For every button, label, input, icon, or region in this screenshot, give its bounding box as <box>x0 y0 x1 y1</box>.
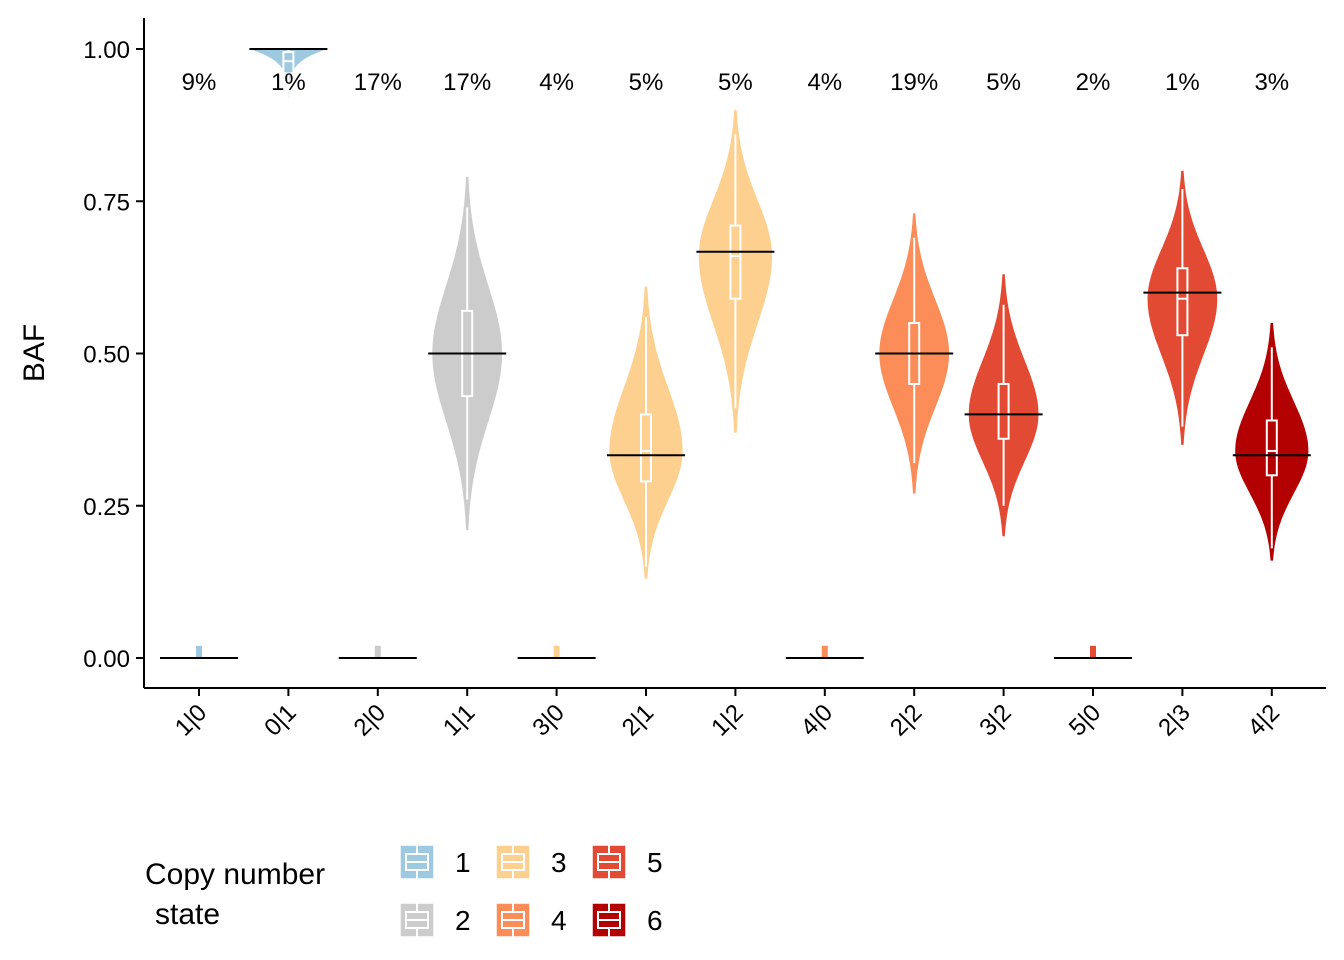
y-tick-labels: 0.00 0.25 0.50 0.75 1.00 <box>83 37 130 673</box>
x-tick-label: 2|1 <box>617 699 659 741</box>
violin-2-3 <box>1143 170 1222 445</box>
legend-title-line2: state <box>155 898 220 931</box>
legend-label: 3 <box>551 847 567 878</box>
violin-4-0 <box>785 645 864 659</box>
violin-2-0 <box>338 645 417 659</box>
violin-0-1 <box>249 48 328 123</box>
x-tick-labels: 1|0 0|1 2|0 1|1 3|0 2|1 1|2 4|0 2|2 3|2 5|0 2|3 4|2 <box>170 699 1285 741</box>
legend-key-1: 1 <box>399 844 471 880</box>
x-tick-label: 3|0 <box>527 699 569 741</box>
x-tick-label: 2|3 <box>1153 699 1195 741</box>
x-tick-label: 5|0 <box>1064 699 1106 741</box>
percentage-label: 5% <box>986 69 1021 96</box>
violin-5-0 <box>1054 645 1132 659</box>
legend-label: 2 <box>455 905 471 936</box>
legend-key-3: 3 <box>495 844 567 880</box>
boxplot-box <box>729 224 742 300</box>
x-tick-label: 1|1 <box>438 699 480 741</box>
boxplot-box <box>1265 419 1278 477</box>
violin-3-2 <box>964 274 1043 537</box>
percentage-label: 4% <box>539 69 574 96</box>
y-tick-label: 0.00 <box>83 646 130 673</box>
percentage-label: 1% <box>1165 69 1200 96</box>
boxplot-box <box>374 645 381 658</box>
legend-keys: 1 2 3 4 5 6 <box>399 844 663 938</box>
x-tick-label: 1|0 <box>170 699 212 741</box>
x-tick-label: 4|2 <box>1243 699 1285 741</box>
boxplot-box <box>997 382 1010 440</box>
boxplot-box <box>640 413 652 483</box>
violin-1-1 <box>428 176 507 531</box>
legend: Copy number state 1 2 3 4 5 6 <box>145 844 663 938</box>
y-tick-label: 1.00 <box>83 37 130 64</box>
legend-label: 5 <box>647 847 663 878</box>
x-tick-label: 4|0 <box>796 699 838 741</box>
y-tick-label: 0.25 <box>83 494 130 521</box>
boxplot-box <box>1090 645 1096 658</box>
y-axis-label: BAF <box>18 324 51 382</box>
y-tick-label: 0.50 <box>83 342 130 369</box>
legend-key-5: 5 <box>591 844 663 880</box>
percentage-label: 17% <box>443 69 491 96</box>
percentage-label: 19% <box>890 69 938 96</box>
axes-layer <box>136 18 1326 696</box>
violin-3-0 <box>517 645 596 659</box>
percentage-label: 4% <box>807 69 842 96</box>
legend-key-6: 6 <box>591 902 663 938</box>
percentage-label: 9% <box>182 69 217 96</box>
percentage-label: 2% <box>1076 69 1111 96</box>
legend-label: 6 <box>647 905 663 936</box>
legend-label: 1 <box>455 847 471 878</box>
violin-2-2 <box>875 213 954 494</box>
boxplot-box <box>821 645 828 658</box>
legend-title-line1: Copy number <box>145 858 325 891</box>
x-tick-label: 2|0 <box>349 699 391 741</box>
violin-4-2 <box>1232 323 1311 561</box>
legend-label: 4 <box>551 905 567 936</box>
percentage-label: 5% <box>718 69 753 96</box>
violin-2-1 <box>607 286 685 579</box>
legend-key-2: 2 <box>399 902 471 938</box>
x-tick-label: 0|1 <box>259 699 301 741</box>
violins-layer <box>160 48 1311 659</box>
percentage-label: 1% <box>271 69 306 96</box>
violin-1-0 <box>160 645 238 659</box>
percentage-label: 17% <box>354 69 402 96</box>
boxplot-box <box>196 645 202 658</box>
x-tick-label: 1|2 <box>706 699 748 741</box>
percentage-label: 3% <box>1254 69 1289 96</box>
legend-key-4: 4 <box>495 902 567 938</box>
boxplot-box <box>553 645 560 658</box>
boxplot-box <box>1176 267 1189 337</box>
boxplot-box <box>282 51 295 75</box>
y-tick-label: 0.75 <box>83 189 130 216</box>
x-tick-label: 2|2 <box>885 699 927 741</box>
percentage-label: 5% <box>629 69 664 96</box>
percentage-labels: 9% 1% 17% 17% 4% 5% 5% 4% 19% 5% 2% 1% 3% <box>182 69 1289 96</box>
violin-1-2 <box>696 109 775 433</box>
x-tick-label: 3|2 <box>974 699 1016 741</box>
